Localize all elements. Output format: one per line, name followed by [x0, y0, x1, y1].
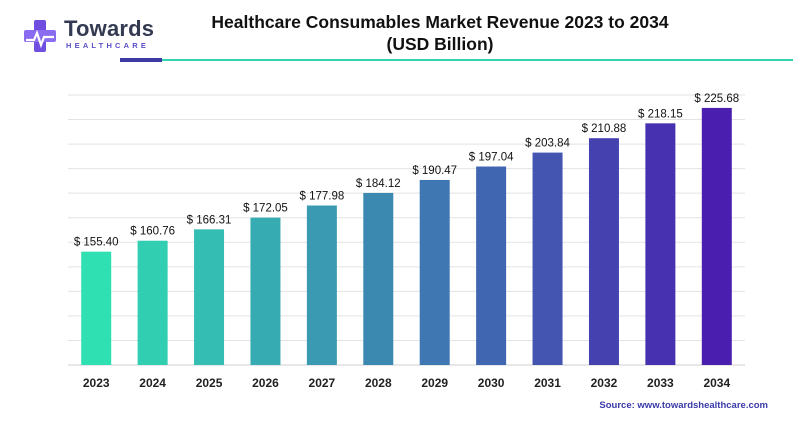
logo-tagline: HEALTHCARE	[66, 41, 150, 50]
data-label-2024: $ 160.76	[130, 226, 175, 238]
bar-2026	[250, 217, 281, 365]
x-tick-label-2032: 2032	[591, 376, 618, 390]
bar-2024	[137, 240, 168, 365]
x-tick-label-2023: 2023	[83, 376, 110, 390]
bar-2033	[645, 123, 676, 365]
chart-title-line-1: Healthcare Consumables Market Revenue 20…	[211, 12, 669, 32]
bar-2023	[81, 251, 112, 365]
bar-2034	[701, 107, 732, 365]
x-tick-label-2025: 2025	[196, 376, 223, 390]
bar-2027	[306, 205, 337, 365]
data-label-2030: $ 197.04	[469, 152, 514, 164]
x-tick-label-2034: 2034	[703, 376, 730, 390]
data-label-2029: $ 190.47	[412, 165, 457, 177]
bar-2028	[363, 192, 394, 365]
title-divider-accent	[120, 57, 162, 62]
medical-cross-logo-icon	[24, 20, 56, 52]
data-label-2034: $ 225.68	[694, 93, 739, 105]
data-label-2025: $ 166.31	[187, 214, 232, 226]
logo-brand-text: Towards	[64, 16, 155, 41]
x-tick-label-2026: 2026	[252, 376, 279, 390]
data-label-2032: $ 210.88	[582, 123, 627, 135]
x-tick-label-2029: 2029	[421, 376, 448, 390]
source-note: Source: www.towardshealthcare.com	[599, 400, 768, 411]
x-tick-label-2030: 2030	[478, 376, 505, 390]
data-label-2026: $ 172.05	[243, 203, 288, 215]
x-tick-label-2024: 2024	[139, 376, 166, 390]
x-tick-label-2027: 2027	[309, 376, 336, 390]
x-tick-label-2028: 2028	[365, 376, 392, 390]
bar-2025	[194, 229, 225, 365]
chart-title: Healthcare Consumables Market Revenue 20…	[150, 11, 730, 55]
x-tick-label-2033: 2033	[647, 376, 674, 390]
x-tick-label-2031: 2031	[534, 376, 561, 390]
brand-logo: Towards HEALTHCARE	[22, 14, 172, 54]
bar-2031	[532, 152, 563, 365]
data-label-2031: $ 203.84	[525, 138, 570, 150]
bar-2029	[419, 179, 450, 365]
data-label-2023: $ 155.40	[74, 237, 119, 249]
data-label-2028: $ 184.12	[356, 178, 401, 190]
bar-2032	[588, 138, 619, 365]
title-divider-line	[120, 59, 793, 61]
data-label-2033: $ 218.15	[638, 108, 683, 120]
data-label-2027: $ 177.98	[299, 190, 344, 202]
bar-2030	[476, 166, 507, 365]
chart-title-line-2: (USD Billion)	[386, 34, 494, 54]
